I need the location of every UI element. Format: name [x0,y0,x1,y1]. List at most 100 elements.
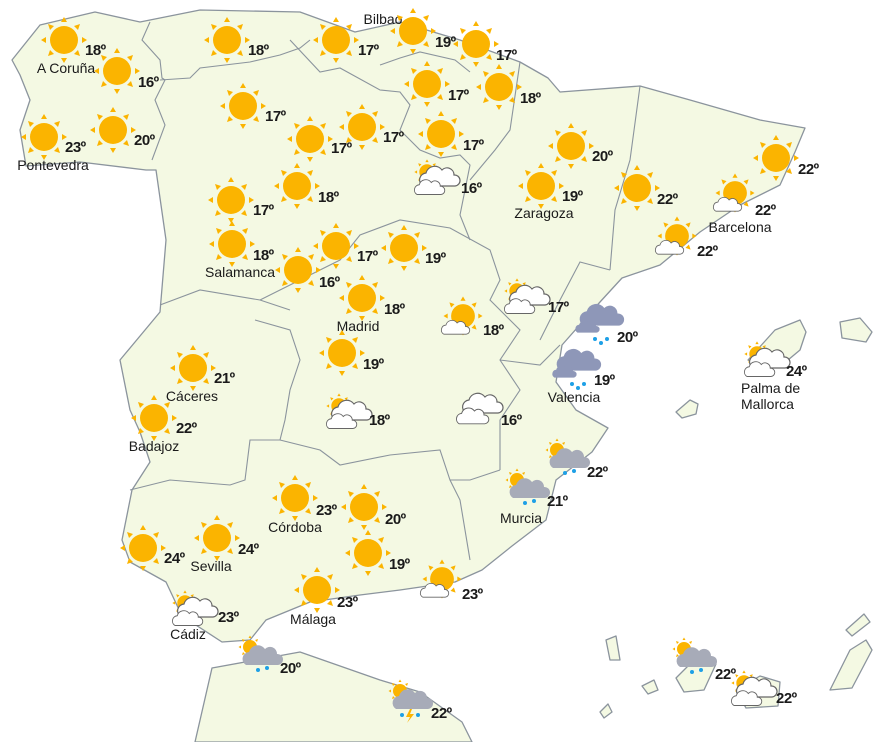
temperature-label: 17º [358,42,379,59]
sun-icon [169,345,217,391]
temperature-label: 20º [134,132,155,149]
sun-icon [380,225,428,271]
sun-icon [417,111,465,157]
sun-icon [312,17,360,63]
sun-shower-icon [543,438,591,480]
temperature-label: 23º [65,139,86,156]
temperature-label: 24º [786,363,807,380]
sun-icon [338,104,386,150]
city-label: Sevilla [190,558,232,574]
temperature-label: 23º [316,502,337,519]
rain-icon [550,348,602,390]
city-label: Badajoz [128,438,180,454]
sun-shower-icon [503,468,551,510]
sun-icon [193,515,241,561]
temperature-label: 19º [363,356,384,373]
sun-icon [547,123,595,169]
city-label: Valencia [547,389,601,405]
temperature-label: 22º [657,191,678,208]
canary-island [845,613,871,637]
sun-icon [208,221,256,267]
temperature-label: 24º [238,541,259,558]
city-label: Cáceres [165,388,219,404]
sun-icon [207,177,255,223]
sun-with-cloud-icon [437,296,485,340]
temperature-label: 17º [357,248,378,265]
temperature-label: 18º [483,322,504,339]
sun-icon [273,163,321,209]
sun-icon [318,330,366,376]
temperature-label: 18º [318,189,339,206]
temperature-label: 18º [384,301,405,318]
temperature-label: 16º [319,274,340,291]
temperature-label: 19º [562,188,583,205]
temperature-label: 20º [280,660,301,677]
city-label: Málaga [290,611,336,627]
partly-cloudy-icon [323,392,373,432]
city-label: Córdoba [268,519,322,535]
temperature-label: 19º [435,34,456,51]
city-label: Madrid [336,318,380,334]
temperature-label: 22º [587,464,608,481]
temperature-label: 24º [164,550,185,567]
temperature-label: 20º [592,148,613,165]
city-label: Barcelona [708,219,772,235]
sun-icon [338,275,386,321]
sun-icon [93,48,141,94]
temperature-label: 20º [385,511,406,528]
temperature-label: 17º [448,87,469,104]
temperature-label: 22º [176,420,197,437]
sun-with-cloud-icon [651,216,699,260]
temperature-label: 21º [214,370,235,387]
sun-icon [219,83,267,129]
menorca [839,317,873,343]
temperature-label: 19º [389,556,410,573]
thunderstorm-icon [386,679,434,723]
temperature-label: 22º [798,161,819,178]
sun-icon [130,395,178,441]
temperature-label: 17º [383,129,404,146]
sun-icon [293,567,341,613]
sun-icon [312,223,360,269]
temperature-label: 23º [462,586,483,603]
temperature-label: 23º [337,594,358,611]
sun-icon [340,484,388,530]
temperature-label: 18º [520,90,541,107]
sun-icon [389,8,437,54]
region-borders [129,21,641,561]
temperature-label: 20º [617,329,638,346]
temperature-label: 16º [138,74,159,91]
sun-icon [613,165,661,211]
partly-cloudy-icon [728,669,778,709]
city-label: A Coruña [36,60,96,76]
sun-icon [286,116,334,162]
partly-cloudy-icon [501,277,551,317]
temperature-label: 22º [755,202,776,219]
city-label: Zaragoza [514,205,574,221]
canary-island [829,639,873,691]
temperature-label: 21º [547,493,568,510]
temperature-label: 17º [463,137,484,154]
canary-island [605,635,621,661]
sun-with-cloud-icon [416,559,464,603]
temperature-label: 19º [425,250,446,267]
temperature-label: 17º [265,108,286,125]
partly-cloudy-icon [169,589,219,629]
city-label: Palma de Mallorca [741,380,801,412]
canary-island [641,679,659,695]
sun-icon [452,21,500,67]
partly-cloudy-icon [411,158,461,198]
city-label: Cádiz [170,626,206,642]
sun-icon [20,114,68,160]
temperature-label: 17º [253,202,274,219]
temperature-label: 23º [218,609,239,626]
sun-with-cloud-icon [709,173,757,217]
temperature-label: 17º [496,47,517,64]
temperature-label: 17º [331,140,352,157]
cloudy-icon [454,391,504,431]
temperature-label: 16º [501,412,522,429]
city-label: Salamanca [204,264,276,280]
sun-icon [403,61,451,107]
ibiza [675,399,699,419]
